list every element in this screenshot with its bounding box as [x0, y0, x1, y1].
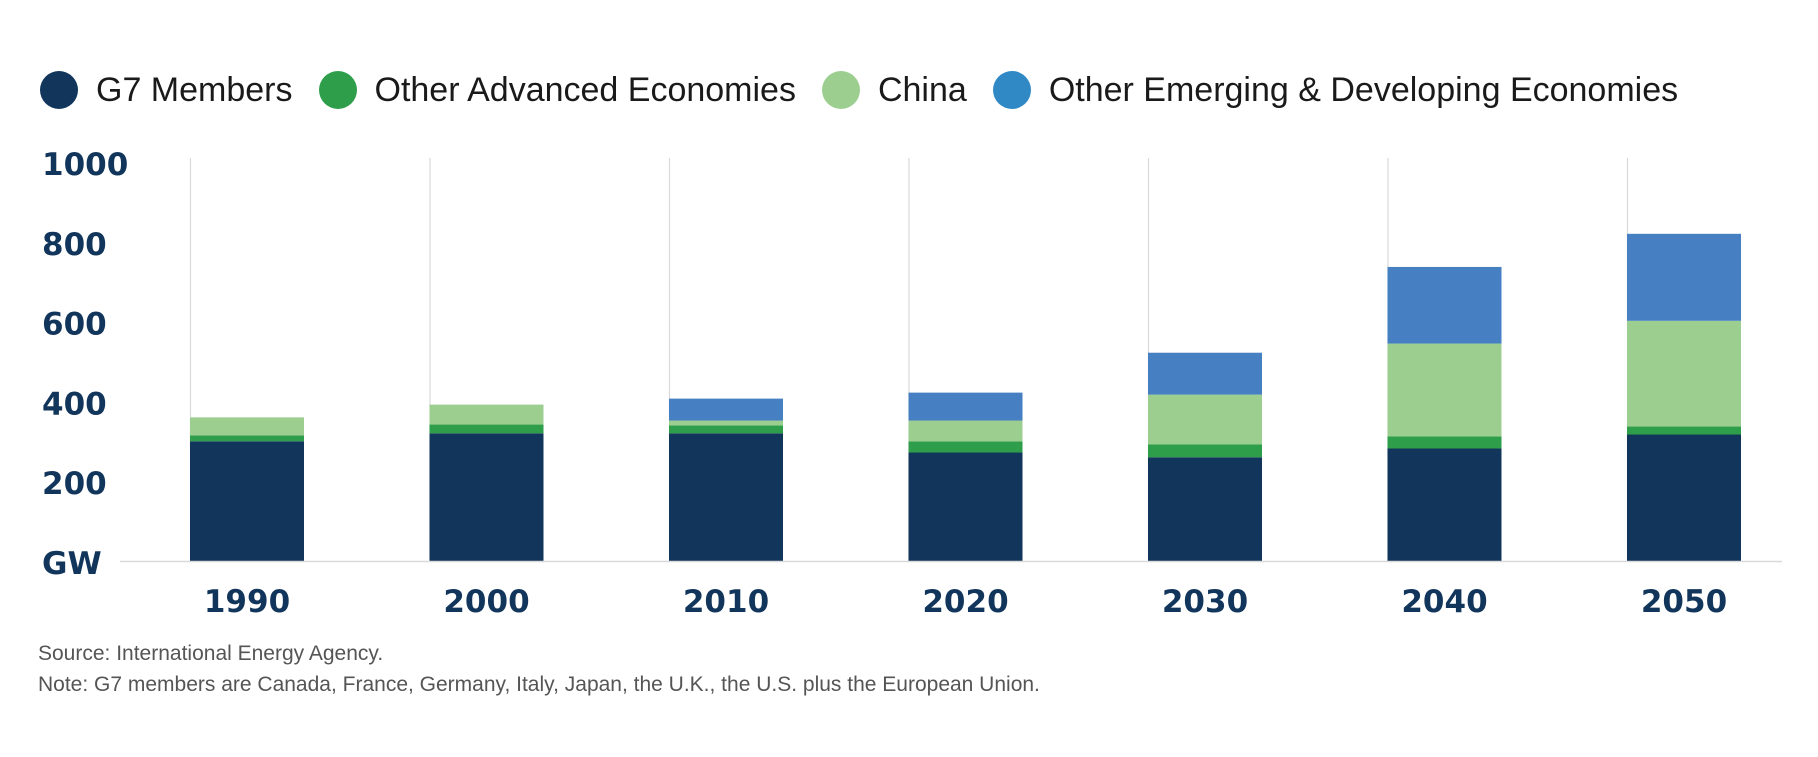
source-note: Source: International Energy Agency.: [38, 642, 384, 665]
bar-2010-series-3: [669, 398, 783, 421]
legend-item-other-emerging: Other Emerging & Developing Economies: [992, 70, 1679, 110]
y-tick-label-GW: GW: [42, 546, 102, 582]
legend-label-china: China: [877, 70, 967, 109]
y-tick-label-600: 600: [42, 307, 107, 343]
bar-1990-series-2: [190, 417, 304, 436]
legend-label-other-emerging: Other Emerging & Developing Economies: [1048, 70, 1679, 109]
bar-2050-series-0: [1627, 434, 1741, 561]
legend-swatch-other-advanced: [318, 71, 357, 109]
chart-legend: G7 Members Other Advanced Economies Chin…: [40, 64, 1704, 116]
x-tick-label-1990: 1990: [204, 584, 290, 620]
bar-2000-series-0: [429, 433, 544, 561]
legend-item-china: China: [821, 70, 967, 110]
x-tick-label-2030: 2030: [1162, 584, 1248, 620]
bar-2010-series-1: [669, 425, 783, 434]
bar-2030-series-0: [1148, 457, 1262, 561]
legend-swatch-china: [821, 71, 860, 109]
y-tick-label-400: 400: [42, 386, 107, 422]
bar-2050-series-3: [1627, 233, 1741, 321]
bar-2020-series-2: [908, 420, 1023, 442]
bar-2040-series-0: [1387, 448, 1502, 561]
x-tick-label-2050: 2050: [1641, 584, 1727, 620]
x-tick-label-2010: 2010: [683, 584, 769, 620]
legend-swatch-other-emerging: [992, 71, 1031, 109]
legend-item-g7: G7 Members: [40, 71, 293, 110]
legend-label-g7: G7 Members: [96, 70, 293, 109]
x-tick-label-2020: 2020: [922, 584, 1008, 620]
bar-2030-series-1: [1148, 444, 1262, 458]
x-tick-label-2040: 2040: [1401, 584, 1487, 620]
bar-layer: [190, 233, 1741, 561]
bar-2010-series-2: [669, 420, 783, 426]
chart-notes: Source: International Energy Agency. Not…: [38, 638, 1040, 700]
y-tick-label-200: 200: [42, 466, 107, 502]
bar-2000-series-2: [429, 404, 544, 425]
stacked-bar-chart: 1990 2000 2010 2020 2030 2040 2050 GW 200 400 600 8…: [42, 147, 1782, 620]
x-tick-label-2000: 2000: [443, 584, 529, 620]
bar-2020-series-3: [908, 392, 1023, 421]
y-tick-label-800: 800: [42, 227, 107, 263]
y-tick-label-1000: 1000: [42, 147, 128, 183]
legend-item-other-advanced: Other Advanced Economies: [318, 70, 796, 110]
legend-swatch-g7: [40, 71, 78, 109]
bar-2030-series-2: [1148, 394, 1262, 445]
bar-2050-series-2: [1627, 320, 1741, 427]
bar-2010-series-0: [669, 433, 783, 561]
bar-2000-series-1: [429, 424, 544, 434]
bar-1990-series-1: [190, 435, 304, 442]
bar-1990-series-0: [190, 441, 304, 561]
footnote: Note: G7 members are Canada, France, Ger…: [38, 673, 1040, 696]
bar-2030-series-3: [1148, 352, 1262, 395]
bar-2040-series-2: [1387, 343, 1502, 437]
bar-2040-series-3: [1387, 266, 1502, 344]
legend-label-other-advanced: Other Advanced Economies: [374, 70, 796, 109]
axis-layer: 1990 2000 2010 2020 2030 2040 2050 GW 200 400 600 8…: [42, 147, 1782, 620]
bar-2020-series-0: [908, 452, 1023, 561]
bar-2020-series-1: [908, 441, 1023, 453]
bar-2040-series-1: [1387, 436, 1502, 449]
bar-2050-series-1: [1627, 426, 1741, 435]
